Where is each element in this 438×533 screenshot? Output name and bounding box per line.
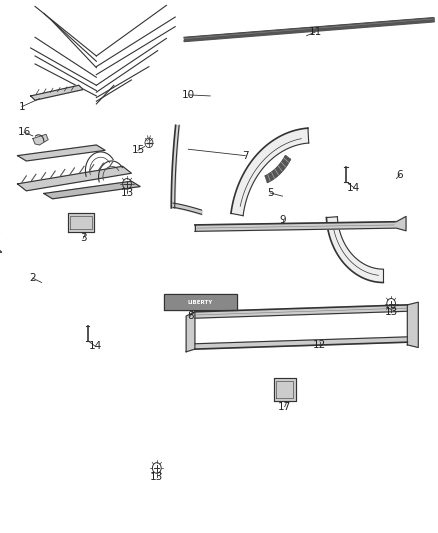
- Text: 6: 6: [396, 170, 403, 180]
- Polygon shape: [274, 378, 296, 401]
- Text: 13: 13: [385, 307, 398, 317]
- Polygon shape: [231, 128, 309, 216]
- Polygon shape: [44, 181, 140, 199]
- Text: 3: 3: [80, 233, 87, 243]
- Text: 14: 14: [347, 183, 360, 192]
- Polygon shape: [326, 217, 383, 282]
- Text: 17: 17: [278, 402, 291, 411]
- Text: LIBERTY: LIBERTY: [188, 300, 213, 305]
- Polygon shape: [0, 227, 1, 393]
- Text: 13: 13: [150, 472, 163, 482]
- Text: 10: 10: [182, 90, 195, 100]
- Text: 12: 12: [313, 341, 326, 350]
- Polygon shape: [195, 305, 407, 318]
- Text: 13: 13: [120, 188, 134, 198]
- Text: 1: 1: [18, 102, 25, 111]
- Polygon shape: [18, 166, 131, 191]
- Polygon shape: [18, 145, 105, 161]
- Polygon shape: [68, 213, 94, 232]
- Polygon shape: [396, 216, 406, 231]
- Polygon shape: [186, 312, 195, 352]
- Polygon shape: [265, 156, 290, 182]
- Polygon shape: [33, 134, 48, 145]
- Text: 16: 16: [18, 127, 31, 137]
- Text: 7: 7: [242, 151, 249, 160]
- Polygon shape: [164, 294, 237, 310]
- Text: 2: 2: [29, 273, 36, 283]
- Polygon shape: [31, 85, 83, 100]
- Text: 15: 15: [131, 146, 145, 155]
- Polygon shape: [195, 337, 407, 349]
- Polygon shape: [407, 302, 418, 348]
- Text: 5: 5: [267, 188, 274, 198]
- Text: 11: 11: [309, 27, 322, 37]
- Text: 14: 14: [89, 342, 102, 351]
- Polygon shape: [195, 222, 396, 231]
- Text: 8: 8: [187, 311, 194, 321]
- Text: 9: 9: [279, 215, 286, 224]
